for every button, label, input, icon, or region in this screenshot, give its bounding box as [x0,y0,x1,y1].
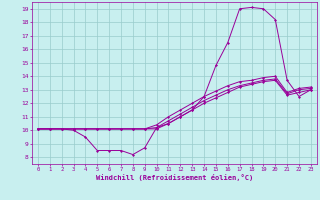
X-axis label: Windchill (Refroidissement éolien,°C): Windchill (Refroidissement éolien,°C) [96,174,253,181]
